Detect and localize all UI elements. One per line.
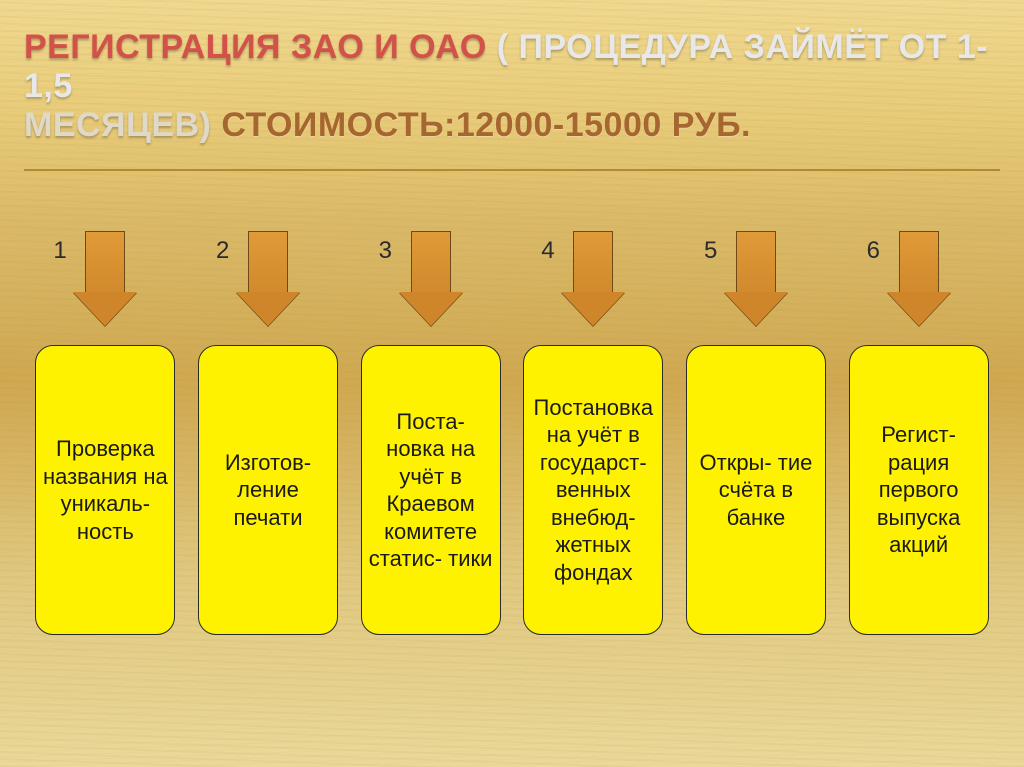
step-card: Регист- рация первого выпуска акций <box>849 345 989 635</box>
arrow-down-icon: 2 <box>238 231 298 331</box>
arrow-down-icon: 5 <box>726 231 786 331</box>
step-number: 4 <box>541 237 554 265</box>
title-line-1: Регистрация ЗАО и ОАО ( процедура займёт… <box>24 28 1000 106</box>
step-number: 2 <box>216 237 229 265</box>
step-card: Проверка названия на уникаль- ность <box>35 345 175 635</box>
title-accent: Регистрация ЗАО и ОАО <box>24 28 487 66</box>
step-card: Откры- тие счёта в банке <box>686 345 826 635</box>
step-4: 4 Постановка на учёт в государст- венных… <box>518 231 668 635</box>
step-3: 3 Поста- новка на учёт в Краевом комитет… <box>356 231 506 635</box>
step-number: 5 <box>704 237 717 265</box>
arrow-down-icon: 4 <box>563 231 623 331</box>
step-5: 5 Откры- тие счёта в банке <box>681 231 831 635</box>
step-number: 3 <box>379 237 392 265</box>
arrow-down-icon: 1 <box>75 231 135 331</box>
title-cost: стоимость:12000-15000 руб. <box>221 106 751 144</box>
title-line-2: месяцев) стоимость:12000-15000 руб. <box>24 106 1000 145</box>
step-1: 1 Проверка названия на уникаль- ность <box>30 231 180 635</box>
step-card: Изготов- ление печати <box>198 345 338 635</box>
step-2: 2 Изготов- ление печати <box>193 231 343 635</box>
arrow-down-icon: 6 <box>889 231 949 331</box>
title-sub: месяцев) <box>24 106 211 144</box>
arrow-down-icon: 3 <box>401 231 461 331</box>
step-card: Постановка на учёт в государст- венных в… <box>523 345 663 635</box>
steps-row: 1 Проверка названия на уникаль- ность 2 … <box>0 171 1024 635</box>
step-6: 6 Регист- рация первого выпуска акций <box>844 231 994 635</box>
step-number: 1 <box>53 237 66 265</box>
title-block: Регистрация ЗАО и ОАО ( процедура займёт… <box>0 0 1024 159</box>
step-number: 6 <box>867 237 880 265</box>
step-card: Поста- новка на учёт в Краевом комитете … <box>361 345 501 635</box>
